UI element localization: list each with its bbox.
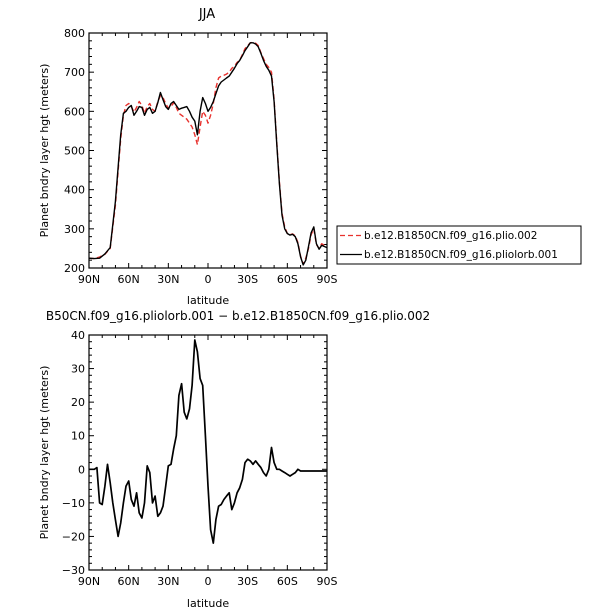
y-tick-label: 800 <box>64 27 85 40</box>
top-chart-frame <box>88 32 328 269</box>
y-tick-label: 600 <box>64 105 85 118</box>
x-tick-label: 30N <box>157 273 179 286</box>
top-chart-ylabel: Planet bndry layer hgt (meters) <box>38 64 51 238</box>
series-line-0-0 <box>88 41 328 265</box>
y-tick-label: 10 <box>71 430 85 443</box>
bottom-chart-ylabel: Planet bndry layer hgt (meters) <box>38 366 51 540</box>
top-chart-title: JJA <box>198 7 215 22</box>
x-tick-label: 0 <box>205 575 212 588</box>
bottom-chart-frame <box>88 334 328 571</box>
bottom-chart-xlabel: latitude <box>187 597 229 610</box>
y-tick-label: 200 <box>64 262 85 275</box>
x-tick-label: 90N <box>78 575 100 588</box>
x-tick-label: 90N <box>78 273 100 286</box>
series-line-0-1 <box>88 42 328 266</box>
top-chart: JJA 90N 60N 30N 0 30S 60S 90S 200 300 400 500 600 70… <box>38 7 582 307</box>
x-tick-label: 60N <box>118 575 140 588</box>
y-tick-label: 700 <box>64 66 85 79</box>
top-chart-ticks: 90N 60N 30N 0 30S 60S 90S 200 300 400 500 600 700 800 <box>64 27 338 286</box>
top-chart-xlabel: latitude <box>187 294 229 307</box>
x-tick-label: 30S <box>237 575 258 588</box>
y-tick-label: 300 <box>64 223 85 236</box>
y-tick-label: −30 <box>62 564 85 577</box>
y-tick-label: 400 <box>64 184 85 197</box>
bottom-chart-lines <box>89 339 327 544</box>
y-tick-label: 40 <box>71 329 85 342</box>
top-chart-legend: b.e12.B1850CN.f09_g16.plio.002 b.e12.B18… <box>336 225 582 265</box>
y-tick-label: −20 <box>62 530 85 543</box>
x-tick-label: 90S <box>317 575 338 588</box>
x-tick-label: 30N <box>157 575 179 588</box>
bottom-chart: B50CN.f09_g16.pliolorb.001 − b.e12.B1850… <box>38 309 430 610</box>
x-tick-label: 90S <box>317 273 338 286</box>
y-tick-label: −10 <box>62 497 85 510</box>
x-tick-label: 60N <box>118 273 140 286</box>
y-tick-label: 500 <box>64 145 85 158</box>
x-tick-label: 60S <box>277 273 298 286</box>
legend-label-pliolorb: b.e12.B1850CN.f09_g16.pliolorb.001 <box>364 249 558 261</box>
top-chart-lines <box>88 41 328 266</box>
x-tick-label: 30S <box>237 273 258 286</box>
legend-box <box>336 225 582 265</box>
y-tick-label: 0 <box>78 463 85 476</box>
x-tick-label: 60S <box>277 575 298 588</box>
series-line-1-0 <box>89 339 327 544</box>
bottom-chart-title: B50CN.f09_g16.pliolorb.001 − b.e12.B1850… <box>46 309 430 323</box>
y-tick-label: 20 <box>71 396 85 409</box>
y-tick-label: 30 <box>71 363 85 376</box>
x-tick-label: 0 <box>205 273 212 286</box>
legend-label-plio: b.e12.B1850CN.f09_g16.plio.002 <box>364 230 537 242</box>
